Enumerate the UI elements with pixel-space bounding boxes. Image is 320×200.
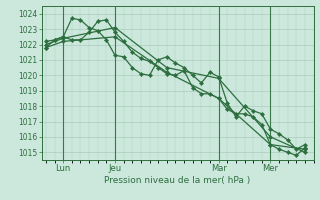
X-axis label: Pression niveau de la mer( hPa ): Pression niveau de la mer( hPa ): [104, 176, 251, 185]
